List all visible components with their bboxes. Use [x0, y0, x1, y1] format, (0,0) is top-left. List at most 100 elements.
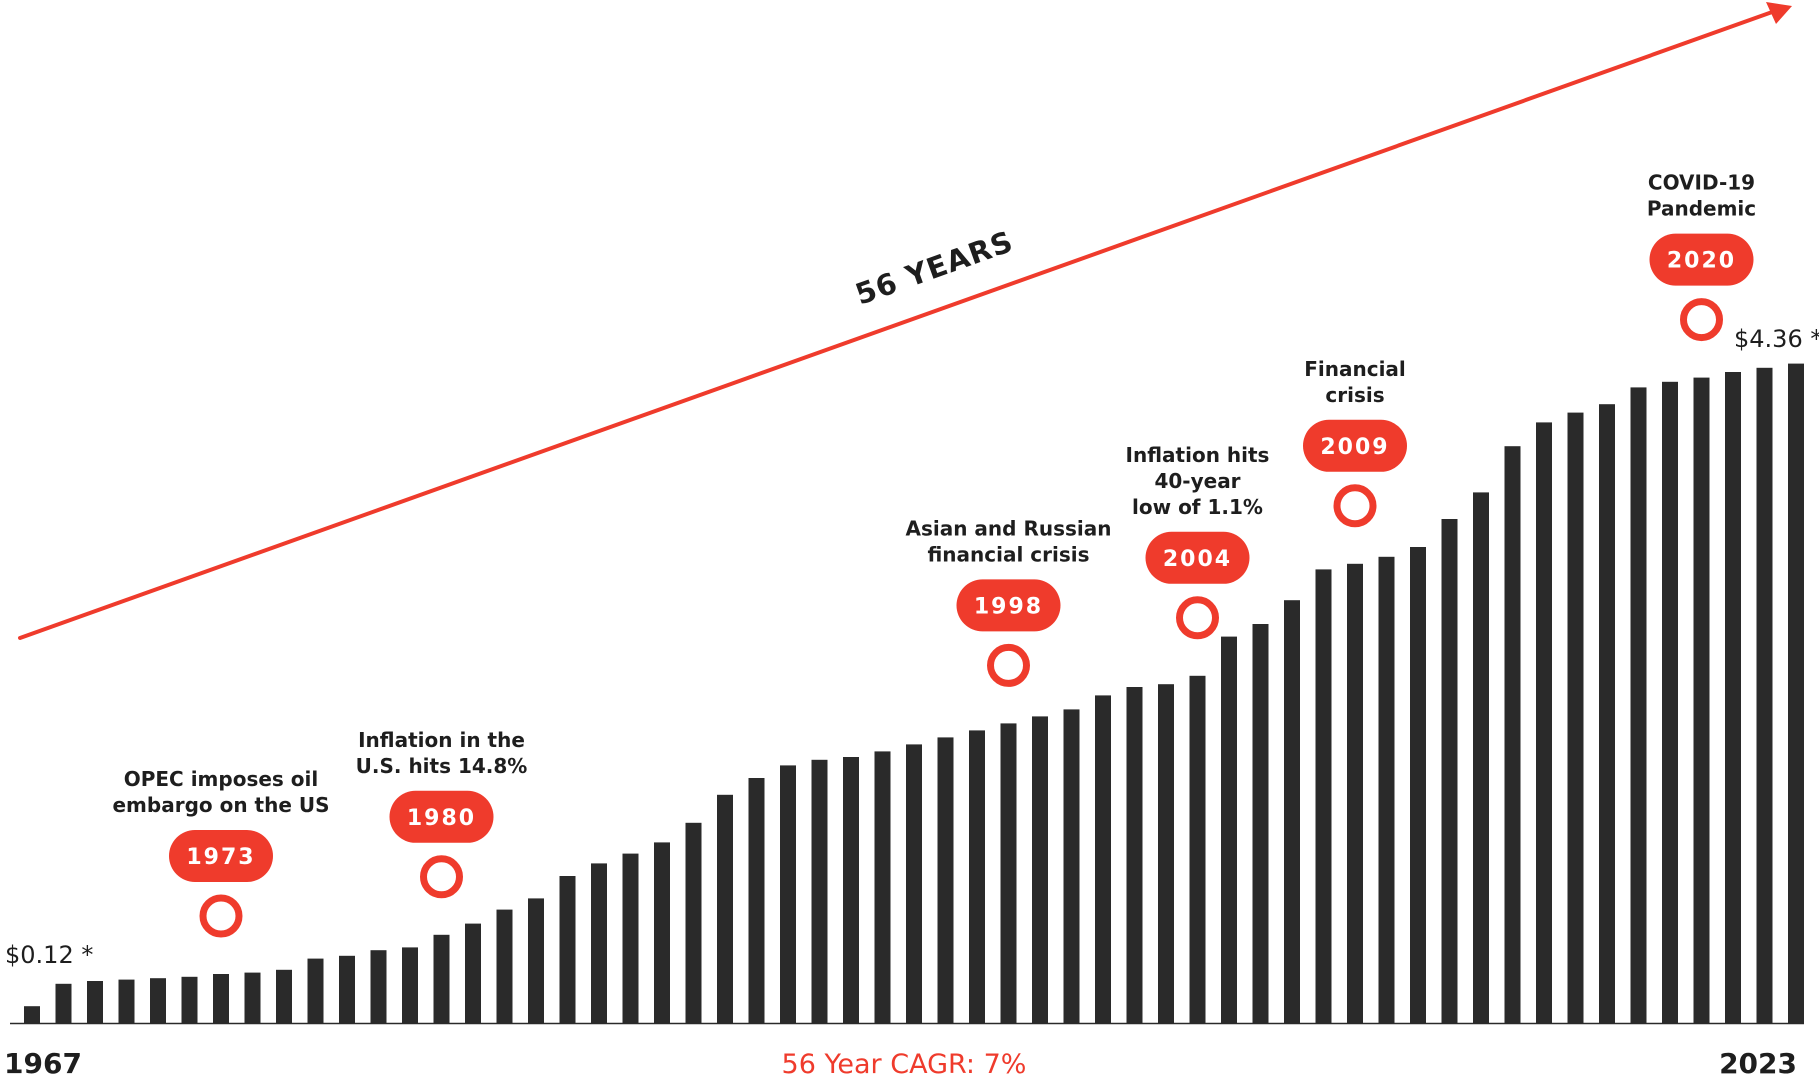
bar-1986 [622, 853, 639, 1023]
event-year-badge [1649, 233, 1754, 286]
bar-1972 [181, 976, 198, 1023]
bar-2009 [1347, 563, 1363, 1023]
bar-1970 [118, 979, 135, 1023]
bar-1998 [1000, 723, 1017, 1023]
bar-1996 [937, 737, 954, 1023]
event-description-line: Inflation hits [1126, 443, 1270, 467]
bar-2019 [1662, 381, 1678, 1023]
event-description-line: Inflation in the [358, 728, 525, 752]
event-description-line: embargo on the US [112, 793, 329, 817]
event-marker-ring [199, 894, 243, 938]
bar-1979 [402, 947, 418, 1023]
event-year-text: 1973 [186, 845, 255, 870]
bar-group [24, 363, 1804, 1024]
event-description-line: crisis [1325, 383, 1384, 407]
bar-2016 [1567, 412, 1584, 1024]
bar-2000 [1063, 709, 1080, 1023]
event-year-text: 2004 [1163, 547, 1232, 572]
bar-1967 [24, 1006, 40, 1023]
bar-1991 [780, 765, 796, 1023]
bar-2013 [1473, 492, 1489, 1023]
event-marker-ring [987, 643, 1030, 687]
growth-arrow-head [1766, 2, 1792, 24]
bar-2006 [1252, 624, 1269, 1023]
x-axis-end-year: 2023 [1719, 1047, 1797, 1074]
event-marker-ring [1176, 596, 1219, 640]
bar-1994 [874, 751, 891, 1023]
bar-2001 [1095, 695, 1111, 1023]
bar-1981 [465, 923, 481, 1023]
bar-1992 [811, 759, 828, 1023]
event-marker-ring [1333, 484, 1377, 528]
event-year-text: 1980 [407, 806, 476, 831]
x-axis-start-year: 1967 [4, 1047, 82, 1074]
value-label-end: $4.36 * [1734, 325, 1819, 353]
bar-2005 [1221, 636, 1237, 1023]
bar-2015 [1536, 422, 1552, 1023]
bar-1976 [307, 958, 324, 1023]
value-label-start: $0.12 * [5, 941, 93, 969]
bar-2010 [1378, 556, 1395, 1023]
event-year-badge [389, 790, 494, 843]
event-description-line: OPEC imposes oil [124, 767, 319, 791]
event-marker-ring [1680, 298, 1723, 342]
bar-2023 [1788, 363, 1804, 1024]
bar-1985 [591, 863, 607, 1023]
arrow-label: 56 YEARS [851, 224, 1018, 311]
bar-1971 [150, 978, 166, 1023]
bar-1975 [276, 969, 292, 1023]
growth-arrow [18, 9, 1777, 640]
bar-1993 [843, 757, 859, 1023]
bar-2007 [1284, 600, 1300, 1023]
event-year-text: 1998 [974, 594, 1043, 619]
event-description-line: Financial [1304, 357, 1406, 381]
cagr-label: 56 Year CAGR: 7% [782, 1049, 1027, 1074]
event-year-text: 2020 [1667, 249, 1736, 274]
bar-2002 [1126, 687, 1143, 1023]
event-description-line: financial crisis [927, 542, 1089, 566]
bar-2021 [1725, 372, 1741, 1023]
bar-1990 [748, 778, 765, 1023]
event-description-line: Pandemic [1647, 197, 1756, 221]
bar-1980 [433, 934, 450, 1023]
bar-1989 [717, 794, 733, 1023]
bar-1983 [528, 898, 544, 1023]
bar-1997 [969, 730, 985, 1023]
bar-2012 [1441, 519, 1458, 1023]
bar-1973 [213, 974, 229, 1023]
bar-2008 [1315, 569, 1332, 1023]
event-year-badge [1145, 531, 1250, 584]
bar-1984 [559, 876, 576, 1023]
bar-1974 [244, 972, 261, 1023]
bar-1977 [339, 955, 355, 1023]
event-year-text: 2009 [1320, 435, 1389, 460]
bar-1999 [1032, 716, 1048, 1023]
event-year-badge [1303, 419, 1407, 472]
event-description-line: Asian and Russian [906, 516, 1112, 540]
event-description-line: U.S. hits 14.8% [356, 754, 528, 778]
bar-2003 [1158, 684, 1174, 1023]
event-year-badge [169, 830, 273, 882]
bar-1988 [685, 822, 702, 1023]
bar-1995 [906, 744, 922, 1023]
bar-2022 [1756, 367, 1773, 1023]
event-description-line: low of 1.1% [1132, 495, 1263, 519]
bar-2020 [1693, 377, 1710, 1024]
event-description-line: COVID-19 [1648, 171, 1755, 195]
event-marker-ring [420, 855, 463, 899]
bar-1982 [496, 909, 513, 1023]
bar-1968 [55, 983, 72, 1023]
event-year-badge [956, 579, 1061, 632]
bar-2011 [1410, 547, 1426, 1023]
bar-2017 [1599, 404, 1615, 1023]
bar-1978 [370, 950, 387, 1023]
